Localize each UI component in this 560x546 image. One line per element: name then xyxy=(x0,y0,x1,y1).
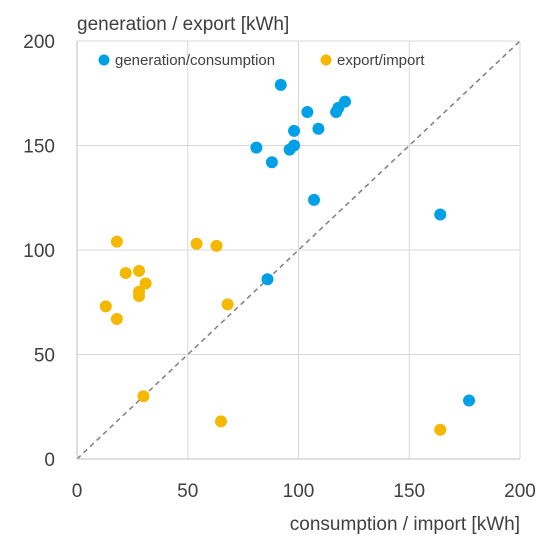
data-point-generation-consumption xyxy=(463,394,476,407)
x-tick-label: 50 xyxy=(177,481,198,502)
axes xyxy=(76,41,520,460)
x-axis-title: consumption / import [kWh] xyxy=(290,514,520,535)
data-point-generation-consumption xyxy=(434,208,447,221)
data-point-export-import xyxy=(221,298,234,311)
grid xyxy=(77,40,521,459)
data-point-generation-consumption xyxy=(288,139,301,152)
data-point-generation-consumption xyxy=(274,78,287,91)
y-tick-label: 50 xyxy=(34,346,55,367)
data-point-generation-consumption xyxy=(339,95,352,108)
data-point-generation-consumption xyxy=(312,122,325,135)
data-point-export-import xyxy=(110,235,123,248)
data-point-export-import xyxy=(434,423,447,436)
data-points xyxy=(99,78,476,436)
data-point-generation-consumption xyxy=(308,193,321,206)
legend-label: export/import xyxy=(337,52,425,69)
data-point-export-import xyxy=(119,266,132,279)
legend-label: generation/consumption xyxy=(115,52,275,69)
y-tick-label: 150 xyxy=(23,137,55,158)
data-point-export-import xyxy=(110,312,123,325)
legend-marker xyxy=(98,54,110,66)
y-tick-label: 0 xyxy=(44,450,55,471)
tick-labels: 0 50 100 150 200 0 50 100 150 200 xyxy=(23,32,536,502)
y-tick-label: 100 xyxy=(23,241,55,262)
x-tick-label: 200 xyxy=(504,481,536,502)
data-point-export-import xyxy=(214,415,227,428)
data-point-export-import xyxy=(190,237,203,250)
data-point-generation-consumption xyxy=(250,141,263,154)
x-tick-label: 100 xyxy=(283,481,315,502)
data-point-export-import xyxy=(139,277,152,290)
x-tick-label: 0 xyxy=(72,481,83,502)
data-point-generation-consumption xyxy=(301,106,314,119)
data-point-export-import xyxy=(210,239,223,252)
reference-diagonal-line xyxy=(76,40,521,460)
data-point-generation-consumption xyxy=(288,124,301,137)
y-axis-title: generation / export [kWh] xyxy=(77,14,289,35)
data-point-export-import xyxy=(99,300,112,313)
data-point-export-import xyxy=(133,289,146,302)
x-tick-label: 150 xyxy=(393,481,425,502)
legend: generation/consumption export/import xyxy=(98,52,425,69)
data-point-export-import xyxy=(133,264,146,277)
data-point-generation-consumption xyxy=(261,273,274,286)
legend-marker xyxy=(320,54,332,66)
data-point-export-import xyxy=(137,390,150,403)
y-tick-label: 200 xyxy=(23,32,55,53)
data-point-generation-consumption xyxy=(265,156,278,169)
